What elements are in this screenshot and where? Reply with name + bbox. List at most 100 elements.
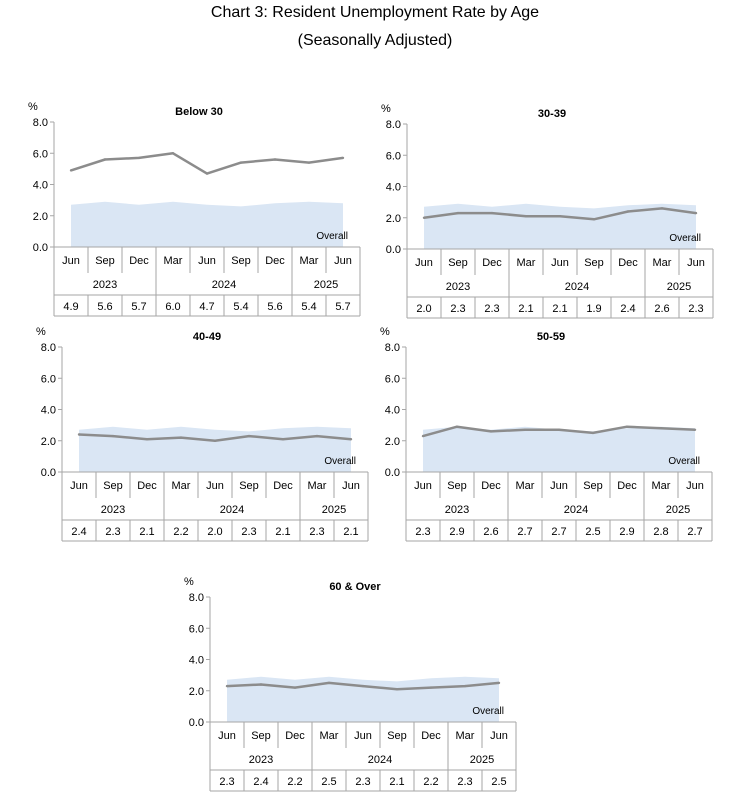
x-tick-label: Dec: [482, 257, 502, 269]
x-tick-label: Jun: [414, 480, 432, 492]
data-point: [69, 169, 73, 172]
data-point: [693, 428, 697, 431]
x-tick-label: Jun: [550, 480, 568, 492]
y-tick-label: 8.0: [385, 342, 400, 354]
y-tick-label: 6.0: [385, 373, 400, 385]
data-label: 5.4: [233, 301, 248, 313]
y-tick-label: 8.0: [33, 117, 48, 129]
data-point: [225, 684, 229, 688]
overall-area: [227, 676, 499, 722]
chart-panel-40-49: % 40-49 Overall 0.0 2.0 4.0 6.0 8.0 2023 2024 2025…: [28, 323, 398, 543]
y-tick-label: 6.0: [33, 148, 48, 160]
data-label: 2.3: [219, 776, 234, 788]
y-tick-label: 0.0: [33, 242, 48, 254]
data-point: [327, 681, 331, 685]
data-point: [694, 211, 698, 215]
y-tick-label: 0.0: [189, 717, 204, 729]
x-tick-label: Jun: [415, 257, 433, 269]
data-label: 2.4: [253, 776, 268, 788]
y-tick-label: 8.0: [189, 592, 204, 604]
y-tick-label: 4.0: [33, 180, 48, 192]
data-label: 2.8: [653, 526, 668, 538]
y-unit-label: %: [184, 576, 194, 588]
data-point: [111, 434, 115, 438]
data-label: 2.5: [585, 526, 600, 538]
data-label: 2.1: [343, 526, 358, 538]
data-point: [349, 438, 353, 441]
chart-svg-50-59: % 50-59 Overall 0.0 2.0 4.0 6.0 8.0 2023 2024 2025…: [380, 326, 713, 542]
data-point: [456, 211, 460, 215]
x-year-label: 2024: [564, 504, 588, 516]
x-tick-label: Sep: [251, 730, 271, 742]
data-point: [247, 434, 251, 438]
data-label: 2.9: [619, 526, 634, 538]
x-tick-label: Jun: [686, 480, 704, 492]
data-point: [557, 428, 561, 431]
y-unit-label: %: [380, 326, 390, 338]
x-tick-label: Jun: [687, 257, 705, 269]
y-tick-label: 8.0: [41, 342, 56, 354]
data-label: 1.9: [586, 303, 601, 315]
y-tick-label: 2.0: [386, 213, 401, 225]
y-unit-label: %: [28, 101, 38, 113]
y-tick-label: 2.0: [385, 436, 400, 448]
page-subtitle: (Seasonally Adjusted): [297, 32, 453, 49]
data-label: 2.3: [355, 776, 370, 788]
data-label: 5.6: [97, 301, 112, 313]
data-point: [103, 158, 107, 161]
x-tick-label: Mar: [517, 257, 536, 269]
data-label: 2.1: [275, 526, 290, 538]
data-point: [77, 433, 81, 436]
x-year-label: 2025: [666, 504, 690, 516]
x-year-label: 2023: [445, 504, 469, 516]
data-label: 5.7: [335, 301, 350, 313]
data-label: 2.4: [71, 526, 86, 538]
x-tick-label: Jun: [551, 257, 569, 269]
data-label: 2.3: [450, 303, 465, 315]
data-label: 2.6: [654, 303, 669, 315]
data-label: 2.3: [105, 526, 120, 538]
data-point: [315, 434, 319, 438]
chart-title: 40-49: [193, 331, 221, 343]
data-label: 2.6: [483, 526, 498, 538]
data-point: [660, 207, 664, 210]
data-point: [592, 218, 596, 221]
x-year-label: 2025: [314, 279, 338, 291]
data-label: 2.1: [518, 303, 533, 315]
data-label: 2.2: [287, 776, 302, 788]
x-tick-label: Jun: [490, 730, 508, 742]
data-label: 2.3: [484, 303, 499, 315]
overall-label: Overall: [324, 456, 356, 467]
x-tick-label: Mar: [164, 255, 183, 267]
data-point: [490, 211, 494, 215]
overall-label: Overall: [316, 231, 348, 242]
x-year-label: 2025: [322, 504, 346, 516]
x-tick-label: Sep: [447, 480, 467, 492]
data-point: [341, 156, 345, 160]
data-point: [179, 436, 183, 439]
x-tick-label: Jun: [334, 255, 352, 267]
x-year-label: 2023: [93, 279, 117, 291]
data-point: [463, 684, 467, 688]
data-label: 2.1: [389, 776, 404, 788]
x-tick-label: Jun: [218, 730, 236, 742]
data-label: 2.7: [687, 526, 702, 538]
x-tick-label: Sep: [387, 730, 407, 742]
y-tick-label: 4.0: [386, 182, 401, 194]
data-label: 2.7: [517, 526, 532, 538]
data-point: [281, 438, 285, 441]
data-label: 2.0: [207, 526, 222, 538]
overall-area: [71, 201, 343, 247]
data-label: 2.1: [552, 303, 567, 315]
x-year-label: 2024: [565, 281, 589, 293]
data-label: 2.0: [416, 303, 431, 315]
chart-title: Below 30: [175, 106, 223, 118]
data-label: 5.7: [131, 301, 146, 313]
data-label: 2.2: [173, 526, 188, 538]
data-point: [524, 215, 528, 218]
x-tick-label: Sep: [584, 257, 604, 269]
data-label: 2.7: [551, 526, 566, 538]
x-tick-label: Jun: [354, 730, 372, 742]
y-tick-label: 0.0: [386, 244, 401, 256]
x-year-label: 2024: [212, 279, 236, 291]
